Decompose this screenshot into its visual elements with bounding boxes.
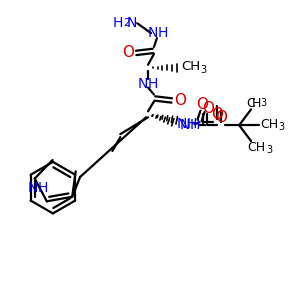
Text: 3: 3 (266, 145, 272, 155)
Text: N: N (176, 117, 187, 131)
Text: 3: 3 (200, 65, 207, 75)
Text: O: O (215, 110, 227, 125)
Text: H: H (158, 26, 168, 40)
Text: CH: CH (181, 60, 200, 73)
Text: H: H (186, 117, 197, 131)
Text: CH: CH (260, 118, 278, 131)
Text: H: H (189, 118, 200, 132)
Text: H: H (113, 16, 124, 30)
Text: O: O (122, 45, 134, 60)
Text: CH: CH (247, 140, 265, 154)
Text: N: N (138, 76, 148, 91)
Text: N: N (179, 118, 190, 132)
Text: C: C (247, 97, 255, 110)
Text: 3: 3 (260, 98, 266, 108)
Text: 3: 3 (279, 122, 285, 132)
Text: O: O (196, 97, 208, 112)
Text: N: N (127, 16, 137, 30)
Text: H: H (148, 76, 158, 91)
Text: 2: 2 (123, 18, 130, 28)
Text: N: N (148, 26, 158, 40)
Text: O: O (174, 93, 186, 108)
Text: H: H (38, 182, 48, 196)
Text: O: O (202, 101, 214, 116)
Text: H: H (251, 97, 261, 110)
Text: N: N (28, 182, 38, 196)
Text: O: O (212, 107, 224, 122)
